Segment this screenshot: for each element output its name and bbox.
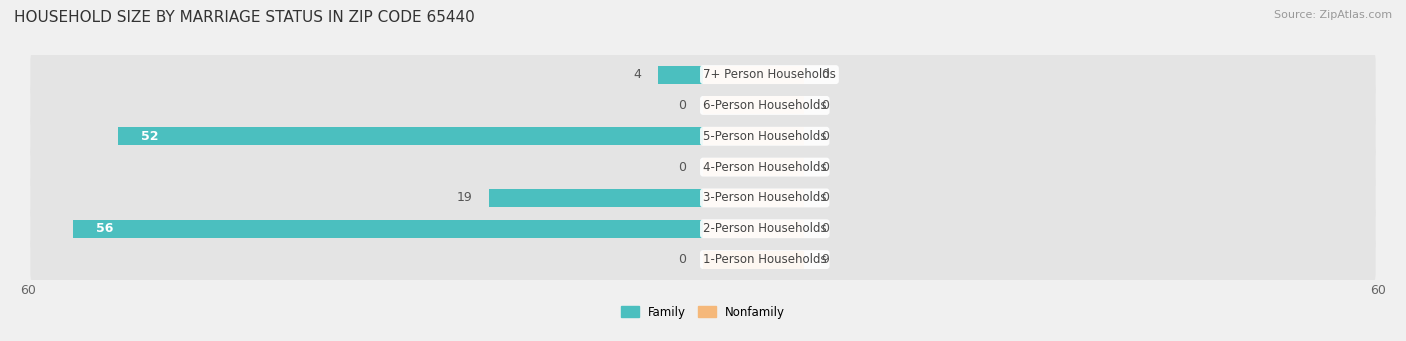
- Text: 7+ Person Households: 7+ Person Households: [703, 68, 837, 81]
- Text: 1-Person Households: 1-Person Households: [703, 253, 827, 266]
- Bar: [118, 127, 703, 145]
- Bar: [703, 127, 804, 145]
- Text: 0: 0: [821, 191, 830, 204]
- Bar: [703, 251, 804, 268]
- Text: 9: 9: [821, 253, 830, 266]
- Text: 3-Person Households: 3-Person Households: [703, 191, 827, 204]
- Bar: [73, 220, 703, 238]
- FancyBboxPatch shape: [31, 52, 1375, 98]
- Legend: Family, Nonfamily: Family, Nonfamily: [616, 301, 790, 323]
- Text: 0: 0: [678, 253, 686, 266]
- Bar: [703, 189, 804, 207]
- FancyBboxPatch shape: [31, 144, 1375, 190]
- FancyBboxPatch shape: [31, 114, 1375, 159]
- Text: 0: 0: [678, 161, 686, 174]
- Text: 6-Person Households: 6-Person Households: [703, 99, 827, 112]
- FancyBboxPatch shape: [31, 83, 1375, 128]
- Text: 0: 0: [821, 130, 830, 143]
- Text: HOUSEHOLD SIZE BY MARRIAGE STATUS IN ZIP CODE 65440: HOUSEHOLD SIZE BY MARRIAGE STATUS IN ZIP…: [14, 10, 475, 25]
- Text: 56: 56: [96, 222, 112, 235]
- Bar: [703, 66, 804, 84]
- Text: 0: 0: [678, 99, 686, 112]
- Bar: [703, 97, 804, 114]
- FancyBboxPatch shape: [31, 175, 1375, 221]
- Text: 5-Person Households: 5-Person Households: [703, 130, 827, 143]
- Bar: [703, 158, 804, 176]
- Bar: [489, 189, 703, 207]
- Text: 52: 52: [141, 130, 157, 143]
- Text: 0: 0: [821, 222, 830, 235]
- FancyBboxPatch shape: [31, 206, 1375, 252]
- Bar: [703, 220, 804, 238]
- Text: 2-Person Households: 2-Person Households: [703, 222, 827, 235]
- Bar: [658, 66, 703, 84]
- Text: 0: 0: [821, 68, 830, 81]
- Text: 19: 19: [457, 191, 472, 204]
- Text: 4: 4: [633, 68, 641, 81]
- Text: 0: 0: [821, 161, 830, 174]
- Text: 0: 0: [821, 99, 830, 112]
- Text: 4-Person Households: 4-Person Households: [703, 161, 827, 174]
- Bar: [703, 251, 804, 268]
- FancyBboxPatch shape: [31, 237, 1375, 282]
- Text: Source: ZipAtlas.com: Source: ZipAtlas.com: [1274, 10, 1392, 20]
